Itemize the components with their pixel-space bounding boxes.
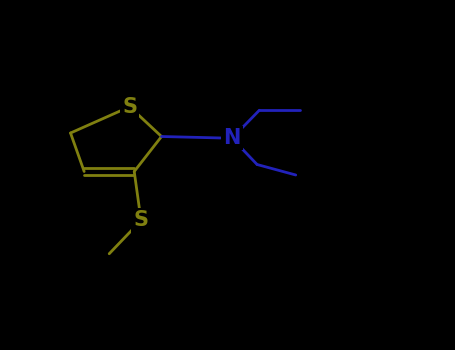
Text: N: N <box>223 128 241 148</box>
Text: S: S <box>134 210 148 231</box>
Text: S: S <box>122 97 137 117</box>
